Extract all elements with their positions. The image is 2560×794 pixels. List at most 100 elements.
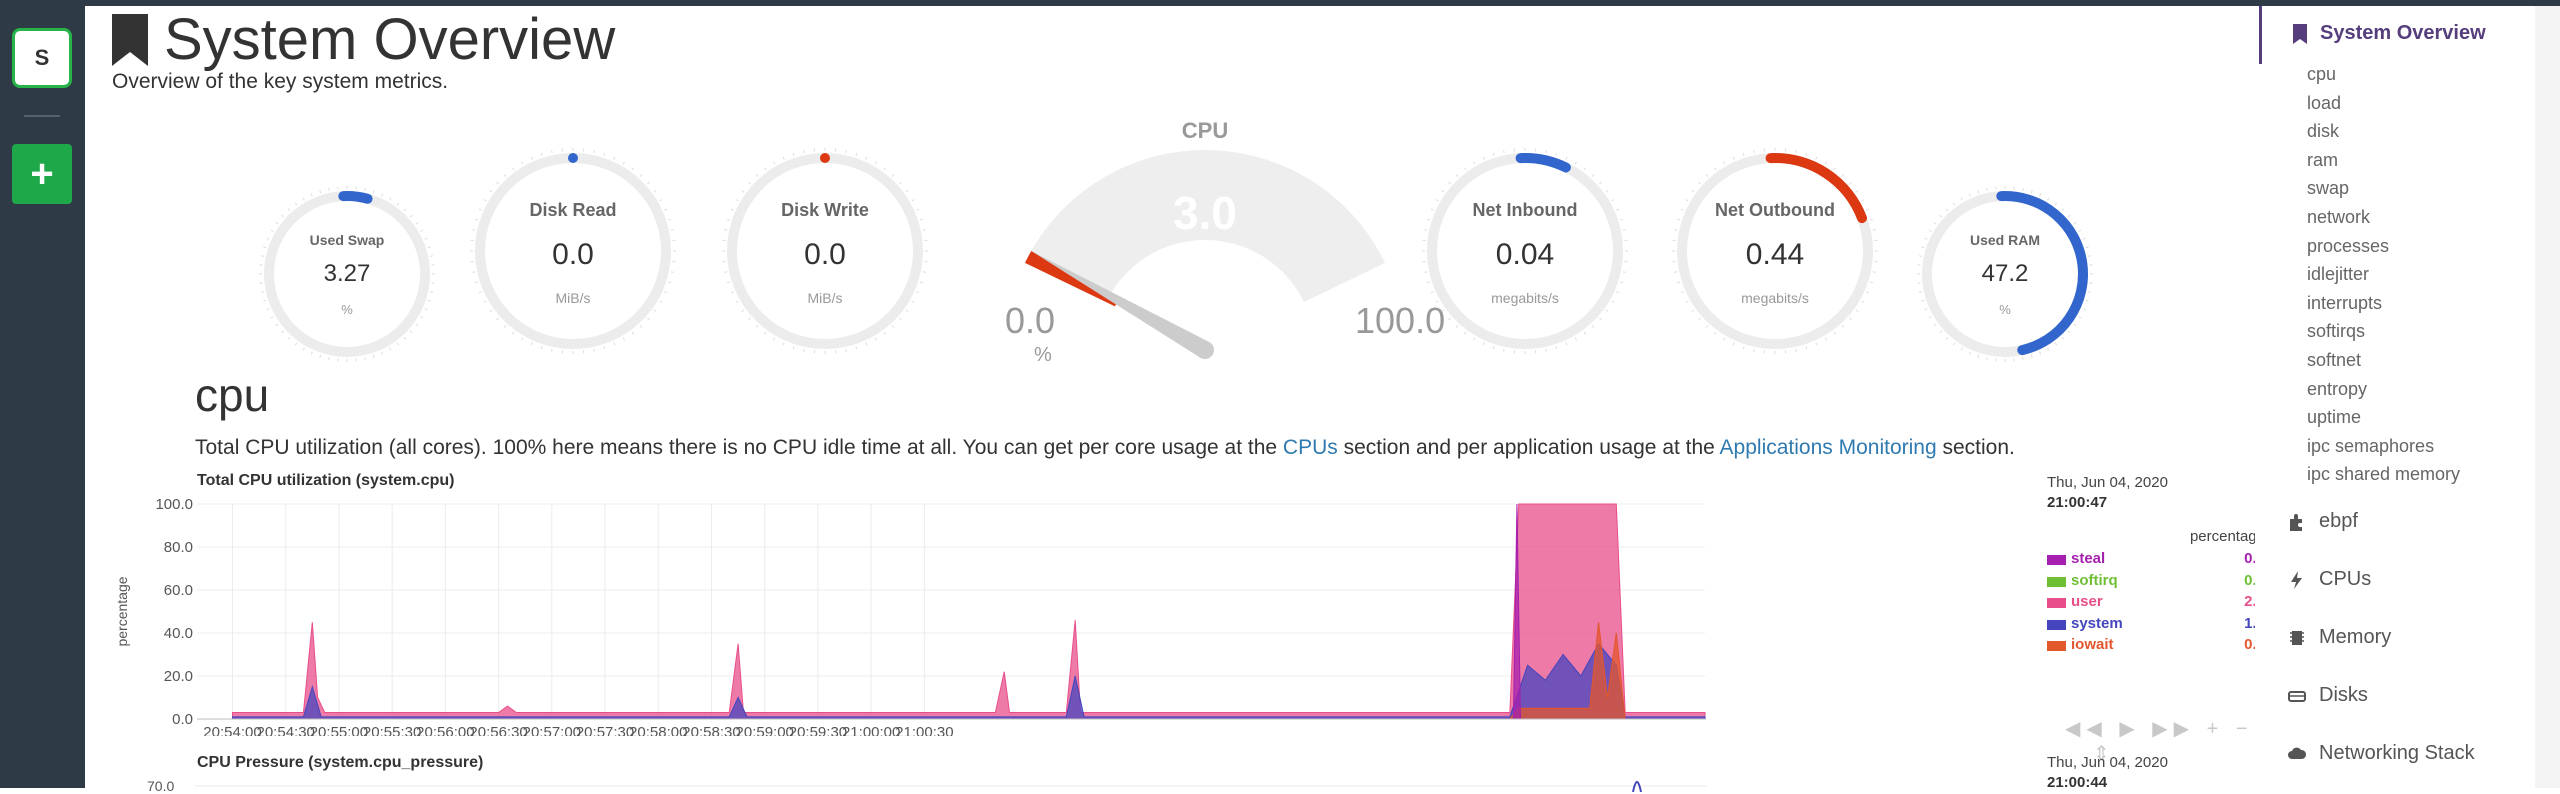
- disk_read-tick: [632, 332, 634, 334]
- net_inbound-tick: [1474, 338, 1476, 341]
- disk-read-gauge[interactable]: Disk Read 0.0 MiB/s: [468, 146, 678, 356]
- disk_write-tick: [783, 157, 784, 160]
- net_inbound-tick: [1556, 153, 1557, 156]
- disk_read-tick: [490, 310, 492, 312]
- scrollbar[interactable]: [2535, 6, 2560, 788]
- used-swap-gauge[interactable]: Used Swap 3.27 %: [257, 184, 437, 364]
- used-ram-gauge[interactable]: Used RAM 47.2 %: [1915, 184, 2095, 364]
- net_outbound-tick: [1842, 174, 1844, 176]
- nav-subitem-network[interactable]: network: [2307, 207, 2370, 228]
- legend-item-softirq[interactable]: softirq0.0: [2047, 572, 2265, 592]
- nav-section-ebpf[interactable]: ebpf: [2287, 510, 2358, 533]
- cpu-chart[interactable]: 100.080.060.040.020.00.020:54:0020:54:30…: [85, 476, 1745, 736]
- used_ram-tick: [2055, 343, 2057, 345]
- cpus-link[interactable]: CPUs: [1283, 436, 1338, 459]
- nav-section-memory[interactable]: Memory: [2287, 626, 2391, 649]
- disk-write-value: 0.0: [720, 238, 930, 272]
- legend-name: system: [2071, 615, 2123, 632]
- nav-subitem-cpu[interactable]: cpu: [2307, 64, 2336, 85]
- cpu-pressure-legend-date: Thu, Jun 04, 2020: [2047, 754, 2168, 771]
- forward-icon[interactable]: ▶▶: [2152, 718, 2195, 740]
- nav-subitem-load[interactable]: load: [2307, 93, 2341, 114]
- y-tick-label: 40.0: [164, 625, 193, 642]
- disk-write-gauge[interactable]: Disk Write 0.0 MiB/s: [720, 146, 930, 356]
- used_swap-tick: [397, 203, 399, 205]
- applications-monitoring-link[interactable]: Applications Monitoring: [1720, 436, 1937, 459]
- cpu-gauge[interactable]: CPU 3.0 0.0 100.0 %: [965, 106, 1445, 386]
- net_outbound-tick: [1806, 153, 1807, 156]
- nav-item-system-overview[interactable]: System Overview: [2259, 6, 2499, 64]
- disk-read-value: 0.0: [468, 238, 678, 272]
- nav-subitem-swap[interactable]: swap: [2307, 178, 2349, 199]
- x-tick-label: 20:58:30: [682, 724, 740, 736]
- nav-subitem-processes[interactable]: processes: [2307, 236, 2389, 257]
- legend-time: 21:00:47: [2047, 494, 2265, 511]
- nav-section-disks[interactable]: Disks: [2287, 684, 2368, 707]
- used_ram-tick: [2031, 190, 2032, 193]
- used_swap-tick: [295, 343, 297, 345]
- nav-subitem-idlejitter[interactable]: idlejitter: [2307, 264, 2369, 285]
- net_inbound-tick: [1606, 190, 1608, 192]
- net_outbound-tick: [1743, 153, 1744, 156]
- disk_write-tick: [742, 190, 744, 192]
- puzzle-icon: [2287, 512, 2307, 532]
- nav-section-cpus[interactable]: CPUs: [2287, 568, 2371, 591]
- nav-subitem-ipc-shared-memory[interactable]: ipc shared memory: [2307, 464, 2460, 485]
- legend-item-steal[interactable]: steal0.0: [2047, 550, 2265, 570]
- legend-swatch: [2047, 641, 2066, 651]
- disk_write-tick: [727, 282, 730, 283]
- net_inbound-tick: [1546, 150, 1547, 153]
- legend-item-iowait[interactable]: iowait0.0: [2047, 636, 2265, 656]
- net_outbound-tick: [1873, 230, 1876, 231]
- nav-subitem-softirqs[interactable]: softirqs: [2307, 321, 2365, 342]
- nav-section-label: Networking Stack: [2319, 742, 2475, 765]
- used_swap-tick: [410, 215, 412, 217]
- nav-subitem-entropy[interactable]: entropy: [2307, 379, 2367, 400]
- used_ram-tick: [2068, 331, 2070, 333]
- series-area-iowait: [232, 622, 1705, 719]
- legend-item-user[interactable]: user2.0: [2047, 593, 2265, 613]
- net_outbound-tick: [1724, 338, 1726, 341]
- net_outbound-tick: [1856, 310, 1858, 312]
- used-swap-label: Used Swap: [257, 232, 437, 248]
- disk_write-tick: [764, 332, 766, 334]
- disk_read-tick: [512, 332, 514, 334]
- nav-subitem-softnet[interactable]: softnet: [2307, 350, 2361, 371]
- space-button[interactable]: S: [12, 28, 72, 88]
- net_inbound-tick: [1464, 332, 1466, 334]
- used_swap-tick: [365, 357, 366, 360]
- used_ram-tick: [1946, 209, 1948, 211]
- nav-subitem-uptime[interactable]: uptime: [2307, 407, 2361, 428]
- zoom-in-icon[interactable]: +: [2207, 718, 2225, 740]
- used_ram-tick: [2088, 292, 2091, 293]
- disk_read-tick: [671, 230, 674, 231]
- rewind-icon[interactable]: ◀◀: [2065, 718, 2108, 740]
- net_inbound-tick: [1456, 325, 1458, 327]
- disk_read-tick: [594, 150, 595, 153]
- nav-subitem-interrupts[interactable]: interrupts: [2307, 293, 2382, 314]
- nav-subitem-ram[interactable]: ram: [2307, 150, 2338, 171]
- zoom-out-icon[interactable]: −: [2236, 718, 2254, 740]
- disk_read-tick: [472, 230, 475, 231]
- x-tick-label: 20:57:00: [523, 724, 581, 736]
- nav-section-networking-stack[interactable]: Networking Stack: [2287, 742, 2475, 765]
- cpu-pressure-chart[interactable]: [85, 772, 1745, 792]
- add-space-button[interactable]: +: [12, 144, 72, 204]
- play-icon[interactable]: ▶: [2119, 718, 2140, 740]
- net_outbound-tick: [1849, 318, 1851, 320]
- net-inbound-gauge[interactable]: Net Inbound 0.04 megabits/s: [1420, 146, 1630, 356]
- net_inbound-tick: [1575, 338, 1577, 341]
- net-outbound-gauge[interactable]: Net Outbound 0.44 megabits/s: [1670, 146, 1880, 356]
- net_outbound-tick: [1692, 310, 1694, 312]
- net_outbound-tick: [1698, 318, 1700, 320]
- legend-item-system[interactable]: system1.0: [2047, 615, 2265, 635]
- used_ram-tick: [1987, 188, 1988, 191]
- net_inbound-tick: [1483, 157, 1484, 160]
- disk_read-tick: [614, 157, 615, 160]
- disk_write-tick: [866, 157, 867, 160]
- used-swap-value: 3.27: [257, 260, 437, 288]
- nav-subitem-disk[interactable]: disk: [2307, 121, 2339, 142]
- net_inbound-tick: [1493, 346, 1494, 349]
- nav-subitem-ipc-semaphores[interactable]: ipc semaphores: [2307, 436, 2434, 457]
- disk_write-tick: [892, 174, 894, 176]
